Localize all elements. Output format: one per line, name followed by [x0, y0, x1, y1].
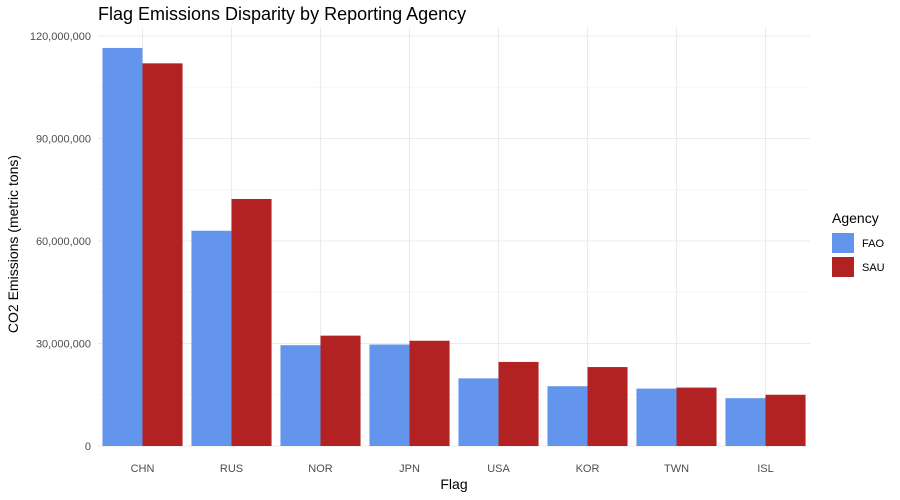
x-tick-label: RUS	[220, 463, 243, 475]
legend-title: Agency	[832, 210, 879, 226]
bar-sau-chn	[142, 63, 183, 446]
bar-fao-twn	[636, 388, 677, 446]
legend: Agency FAO SAU	[832, 210, 885, 277]
y-tick-label: 60,000,000	[36, 236, 91, 248]
bar-sau-rus	[231, 198, 272, 446]
bar-sau-twn	[676, 387, 717, 446]
bar-fao-nor	[280, 345, 321, 446]
bar-fao-kor	[547, 386, 588, 446]
y-axis-ticks: 0 30,000,000 60,000,000 90,000,000 120,000,0…	[30, 31, 91, 453]
x-axis-ticks: CHN RUS NOR JPN USA KOR TWN ISL	[131, 463, 774, 475]
bar-fao-rus	[191, 230, 232, 446]
legend-swatch-fao	[832, 233, 854, 253]
y-tick-label: 90,000,000	[36, 134, 91, 146]
legend-label-sau: SAU	[862, 262, 885, 274]
x-tick-label: NOR	[308, 463, 333, 475]
x-axis-title: Flag	[440, 476, 467, 492]
bar-fao-usa	[458, 378, 499, 446]
bar-sau-nor	[320, 335, 361, 446]
x-tick-label: USA	[487, 463, 510, 475]
x-tick-label: CHN	[131, 463, 155, 475]
y-axis-title: CO2 Emissions (metric tons)	[5, 155, 21, 333]
bars	[102, 47, 806, 446]
bar-sau-isl	[765, 394, 806, 446]
x-tick-label: ISL	[757, 463, 774, 475]
y-tick-label: 0	[85, 441, 91, 453]
bar-fao-isl	[725, 398, 766, 446]
legend-label-fao: FAO	[862, 238, 884, 250]
legend-swatch-sau	[832, 257, 854, 277]
y-tick-label: 120,000,000	[30, 31, 91, 43]
bar-sau-jpn	[409, 340, 450, 446]
bar-fao-chn	[102, 47, 143, 446]
bar-sau-usa	[498, 361, 539, 446]
x-tick-label: JPN	[399, 463, 420, 475]
bar-fao-jpn	[369, 344, 410, 446]
x-tick-label: KOR	[576, 463, 600, 475]
x-tick-label: TWN	[664, 463, 689, 475]
bar-sau-kor	[587, 367, 628, 446]
chart-title: Flag Emissions Disparity by Reporting Ag…	[98, 4, 466, 24]
y-tick-label: 30,000,000	[36, 339, 91, 351]
